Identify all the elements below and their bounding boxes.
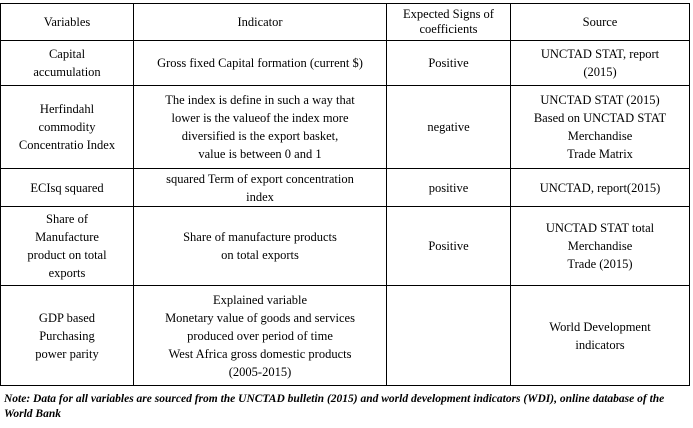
sign-cell: negative [386, 85, 511, 169]
indicator-line: The index is define in such a way that [165, 93, 355, 107]
variable-line: Capital [48, 47, 86, 61]
indicator-cell: squared Term of export concentration ind… [133, 168, 387, 207]
variable-line: power parity [35, 346, 99, 361]
source-cell: World Development indicators [510, 285, 690, 386]
variable-line: product on total [27, 248, 107, 262]
variable-line: commodity [38, 120, 96, 134]
sign-cell: positive [386, 168, 511, 207]
indicator-line: (2005-2015) [228, 364, 292, 379]
indicator-line: on total exports [221, 248, 299, 262]
source-line: Merchandise [567, 129, 633, 143]
indicator-line: Monetary value of goods and services [165, 310, 355, 325]
variable-cell: Capital accumulation [0, 40, 134, 86]
variable-cell: ECIsq squared [0, 168, 134, 207]
indicator-line: value is between 0 and 1 [198, 147, 322, 161]
variable-line: accumulation [33, 65, 101, 79]
header-variables: Variables [0, 3, 134, 41]
variable-line: Concentratio Index [18, 138, 116, 152]
table-row: GDP based Purchasing power parity Explai… [0, 285, 690, 386]
indicator-line: lower is the valueof the index more [171, 111, 349, 125]
source-line: Trade Matrix [567, 147, 633, 161]
indicator-line: West Africa gross domestic products [168, 346, 352, 361]
indicator-line: index [246, 189, 274, 204]
source-line: (2015) [583, 65, 617, 79]
indicator-line: Share of manufacture products [183, 230, 337, 244]
variable-line: ECIsq squared [30, 180, 104, 195]
source-cell: UNCTAD STAT, report (2015) [510, 40, 690, 86]
variable-line: Herfindahl [39, 102, 95, 116]
header-indicator: Indicator [133, 3, 387, 41]
sign-cell: Positive [386, 40, 511, 86]
indicator-line: Explained variable [212, 292, 308, 307]
table-note: Note: Data for all variables are sourced… [4, 393, 665, 420]
sign-cell: Positive [386, 206, 511, 286]
source-line: UNCTAD STAT total [545, 221, 655, 235]
indicator-line: squared Term of export concentration [166, 171, 354, 186]
source-line: indicators [575, 337, 625, 352]
source-cell: UNCTAD STAT (2015) Based on UNCTAD STAT … [510, 85, 690, 169]
table-row: Herfindahl commodity Concentratio Index … [0, 85, 690, 169]
source-line: Based on UNCTAD STAT [533, 111, 667, 125]
indicator-line: diversified is the export basket, [181, 129, 339, 143]
source-line: Merchandise [567, 239, 633, 253]
variable-line: Manufacture [35, 230, 99, 244]
indicator-cell: Share of manufacture products on total e… [133, 206, 387, 286]
source-line: Trade (2015) [567, 257, 633, 271]
variable-line: Purchasing [39, 328, 95, 343]
indicator-cell: The index is define in such a way that l… [133, 85, 387, 169]
source-line: UNCTAD STAT (2015) [540, 93, 660, 107]
variable-line: Share of [46, 212, 88, 226]
sign-cell [386, 285, 511, 386]
source-cell: UNCTAD STAT total Merchandise Trade (201… [510, 206, 690, 286]
variable-line: exports [48, 266, 86, 280]
source-line: UNCTAD, report(2015) [539, 180, 661, 195]
indicator-line: Gross fixed Capital formation (current $… [157, 56, 363, 70]
header-expected-signs: Expected Signs of coefficients [386, 3, 511, 41]
header-source: Source [510, 3, 690, 41]
source-cell: UNCTAD, report(2015) [510, 168, 690, 207]
source-line: UNCTAD STAT, report [540, 47, 660, 61]
variable-line: GDP based [38, 310, 96, 325]
variable-cell: Herfindahl commodity Concentratio Index [0, 85, 134, 169]
table-header-row: Variables Indicator Expected Signs of co… [0, 3, 690, 41]
table-row: ECIsq squared squared Term of export con… [0, 168, 690, 207]
table-row: Capital accumulation Gross fixed Capital… [0, 40, 690, 86]
table-row: Share of Manufacture product on total ex… [0, 206, 690, 286]
variable-cell: Share of Manufacture product on total ex… [0, 206, 134, 286]
indicator-line: produced over period of time [187, 328, 333, 343]
variable-cell: GDP based Purchasing power parity [0, 285, 134, 386]
indicator-cell: Gross fixed Capital formation (current $… [133, 40, 387, 86]
variables-table: Variables Indicator Expected Signs of co… [0, 3, 690, 386]
source-line: World Development [549, 319, 651, 334]
indicator-cell: Explained variable Monetary value of goo… [133, 285, 387, 386]
